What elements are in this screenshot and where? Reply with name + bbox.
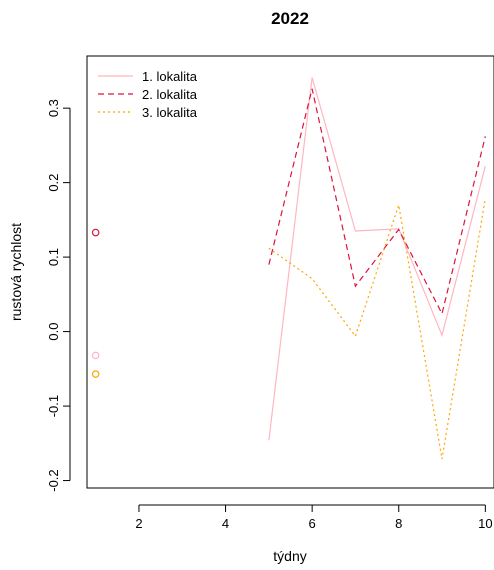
y-tick-label: 0.3 bbox=[46, 99, 61, 117]
series-1-line bbox=[268, 77, 486, 441]
legend-label: 2. lokalita bbox=[142, 87, 198, 102]
series-2-line bbox=[268, 88, 486, 316]
chart-title: 2022 bbox=[271, 9, 309, 28]
series-3 bbox=[91, 198, 486, 460]
y-tick-label: 0.1 bbox=[46, 248, 61, 266]
y-axis: -0.2 -0.1 0.0 0.1 0.2 0.3 bbox=[46, 99, 71, 492]
series-3-line bbox=[268, 198, 486, 460]
x-axis-label: týdny bbox=[273, 548, 306, 564]
x-tick-label: 2 bbox=[135, 516, 142, 531]
y-tick-label: 0.0 bbox=[46, 323, 61, 341]
legend: 1. lokalita 2. lokalita 3. lokalita bbox=[98, 69, 198, 120]
x-tick-label: 6 bbox=[309, 516, 316, 531]
x-tick-label: 8 bbox=[395, 516, 402, 531]
y-tick-label: 0.2 bbox=[46, 174, 61, 192]
series-2-point bbox=[91, 228, 100, 237]
plot-area-border bbox=[86, 55, 494, 489]
series-group bbox=[91, 77, 486, 460]
series-3-point bbox=[91, 370, 100, 378]
x-axis: 2 4 6 8 10 bbox=[135, 504, 493, 531]
y-tick-label: -0.1 bbox=[46, 395, 61, 417]
x-tick-label: 4 bbox=[222, 516, 229, 531]
x-tick-label: 10 bbox=[478, 516, 492, 531]
series-1-point bbox=[91, 351, 100, 360]
legend-label: 1. lokalita bbox=[142, 69, 198, 84]
series-2 bbox=[91, 88, 486, 316]
y-axis-label: rustová rychlost bbox=[8, 223, 24, 321]
legend-label: 3. lokalita bbox=[142, 105, 198, 120]
y-tick-label: -0.2 bbox=[46, 469, 61, 491]
series-1 bbox=[91, 77, 486, 441]
